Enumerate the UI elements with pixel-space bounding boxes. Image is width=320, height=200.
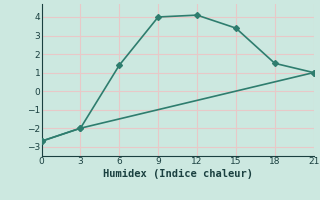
X-axis label: Humidex (Indice chaleur): Humidex (Indice chaleur) [103, 169, 252, 179]
